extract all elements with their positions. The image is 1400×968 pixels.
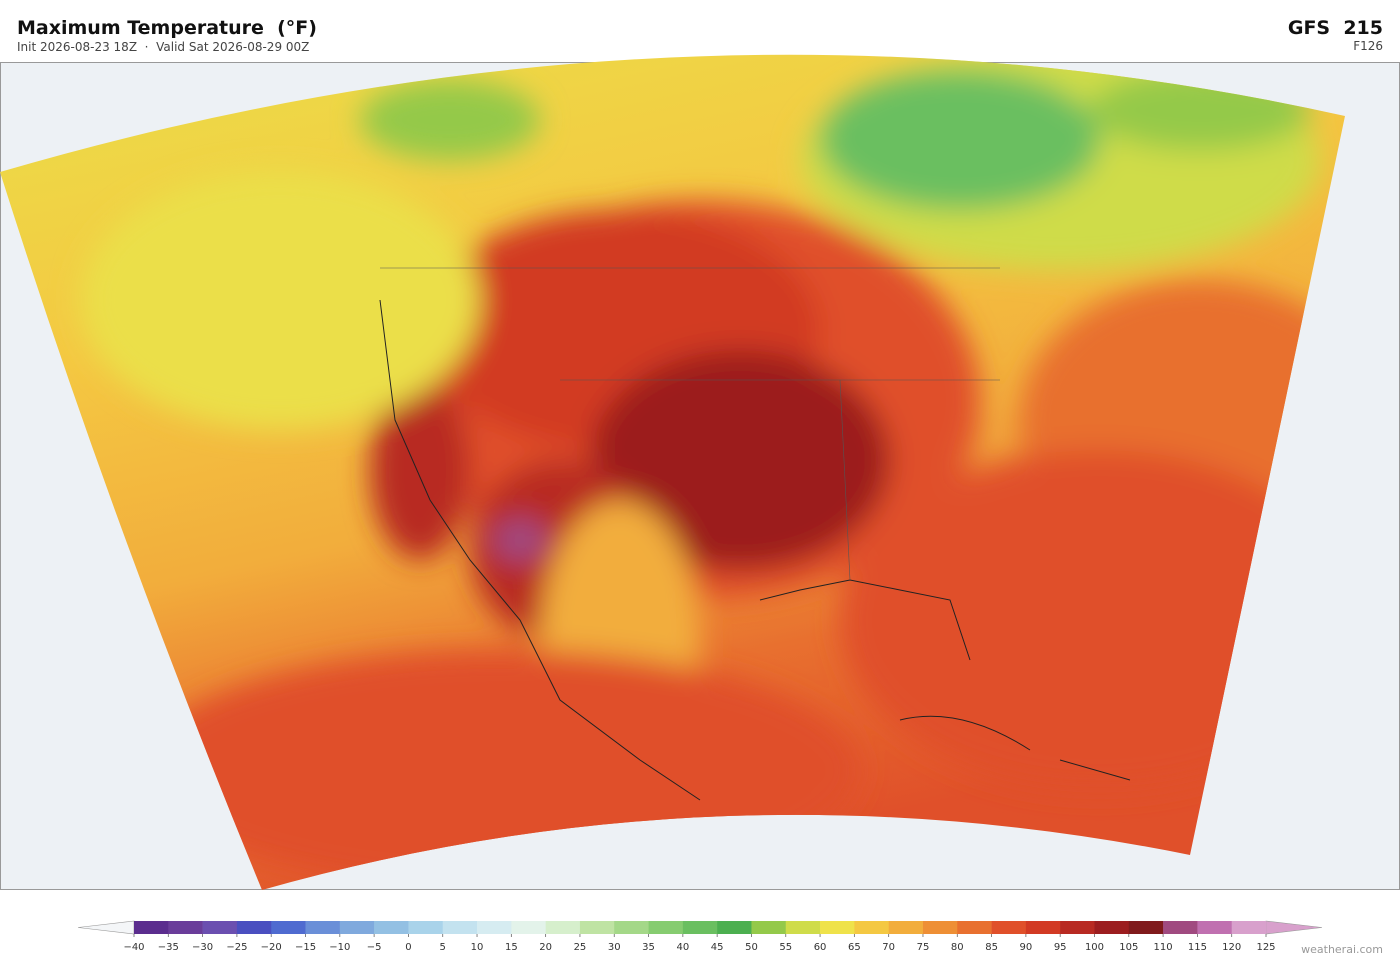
colorbar-segment — [1231, 921, 1267, 934]
colorbar-label: 15 — [505, 942, 518, 953]
colorbar-segment — [820, 921, 855, 934]
colorbar-label: 100 — [1085, 942, 1104, 953]
colorbar-segment — [579, 921, 615, 934]
subtitle: Init 2026-08-23 18Z · Valid Sat 2026-08-… — [17, 40, 309, 54]
colorbar-segment — [442, 921, 478, 934]
colorbar-label: 80 — [951, 942, 964, 953]
colorbar-segment — [374, 921, 409, 934]
colorbar-segment — [236, 921, 272, 934]
colorbar-label: 65 — [848, 942, 861, 953]
colorbar-label: −40 — [123, 942, 144, 953]
colorbar-segment — [1197, 921, 1232, 934]
title: Maximum Temperature (°F) — [17, 17, 317, 39]
colorbar-label: 85 — [985, 942, 998, 953]
colorbar-label: 125 — [1256, 942, 1275, 953]
colorbar-segment — [1060, 921, 1095, 934]
colorbar: −40 −35 −30 −25 −20 −15 −10 −5 0 5 10 15 20 25 30 35 40 4… — [77, 920, 1323, 953]
colorbar-segment — [271, 921, 306, 934]
colorbar-segment — [1094, 921, 1130, 934]
colorbar-segment — [1163, 921, 1198, 934]
colorbar-label: −20 — [261, 942, 282, 953]
colorbar-label: 0 — [405, 942, 411, 953]
colorbar-segment — [134, 921, 169, 934]
colorbar-label: −15 — [295, 942, 316, 953]
colorbar-label: −10 — [329, 942, 350, 953]
colorbar-label: 60 — [814, 942, 827, 953]
colorbar-label: 10 — [471, 942, 484, 953]
colorbar-label: 55 — [779, 942, 792, 953]
colorbar-label: −25 — [226, 942, 247, 953]
colorbar-segment — [854, 921, 889, 934]
colorbar-label: 50 — [745, 942, 758, 953]
colorbar-segment — [991, 921, 1027, 934]
colorbar-segment — [202, 921, 238, 934]
colorbar-label: 40 — [676, 942, 689, 953]
colorbar-label: −35 — [158, 942, 179, 953]
forecast-hour: F126 — [1353, 39, 1383, 53]
colorbar-segment — [648, 921, 684, 934]
coastline — [379, 299, 1131, 801]
colorbar-segment — [957, 921, 992, 934]
colorbar-segment — [682, 921, 718, 934]
borders — [380, 267, 1000, 581]
colorbar-label: 105 — [1119, 942, 1138, 953]
colorbar-segment — [305, 921, 341, 934]
colorbar-segment — [1025, 921, 1061, 934]
colorbar-label: 110 — [1154, 942, 1173, 953]
colorbar-label: 30 — [608, 942, 621, 953]
colorbar-segment — [888, 921, 924, 934]
colorbar-segment — [751, 921, 787, 934]
colorbar-label: −5 — [367, 942, 382, 953]
colorbar-segment — [1128, 921, 1164, 934]
colorbar-label: 70 — [882, 942, 895, 953]
colorbar-segment — [785, 921, 821, 934]
colorbar-label: 35 — [642, 942, 655, 953]
colorbar-label: 90 — [1020, 942, 1033, 953]
colorbar-segment — [168, 921, 203, 934]
colorbar-label: 45 — [711, 942, 724, 953]
colorbar-segment — [408, 921, 444, 934]
colorbar-label: 115 — [1188, 942, 1207, 953]
colorbar-label: −30 — [192, 942, 213, 953]
colorbar-label: 25 — [574, 942, 587, 953]
colorbar-label: 95 — [1054, 942, 1067, 953]
colorbar-segment — [922, 921, 958, 934]
colorbar-label: 120 — [1222, 942, 1241, 953]
colorbar-segment — [511, 921, 546, 934]
colorbar-segment — [614, 921, 649, 934]
colorbar-label: 75 — [917, 942, 930, 953]
colorbar-segment — [477, 921, 512, 934]
colorbar-label: 20 — [539, 942, 552, 953]
temperature-field — [0, 54, 1345, 890]
colorbar-segment — [717, 921, 752, 934]
header-bg — [0, 0, 1400, 62]
colorbar-segment — [339, 921, 375, 934]
model: GFS 215 — [1288, 17, 1383, 39]
credit: weatherai.com — [1301, 943, 1383, 956]
colorbar-segment — [545, 921, 581, 934]
colorbar-label: 5 — [440, 942, 446, 953]
colorbar-over — [1265, 920, 1323, 935]
colorbar-under — [77, 920, 135, 935]
